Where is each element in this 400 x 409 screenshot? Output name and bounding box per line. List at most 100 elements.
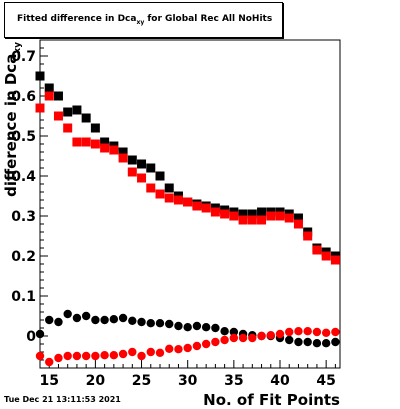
series-1-point <box>127 167 137 177</box>
series-3-point <box>128 347 137 357</box>
series-2-point <box>63 309 72 319</box>
series-3-point <box>312 327 322 337</box>
chart-title: Fitted difference in Dcaxy for Global Re… <box>17 14 272 26</box>
y-tick-label: 0.4 <box>11 169 36 185</box>
series-1-point <box>53 111 63 121</box>
series-1-point <box>238 215 248 225</box>
series-3-point <box>331 327 340 337</box>
series-1-point <box>35 103 45 113</box>
chart-title-main: Fitted difference in Dca <box>17 14 137 24</box>
series-2-point <box>35 329 45 339</box>
series-2-point <box>45 315 54 325</box>
timestamp-label: Tue Dec 21 13:11:53 2021 <box>4 395 121 404</box>
series-0-point <box>35 71 45 81</box>
series-1-point <box>137 173 147 183</box>
series-2-point <box>118 313 128 323</box>
series-1-point <box>44 91 54 101</box>
series-2-point <box>211 323 220 333</box>
series-0-point <box>238 209 248 219</box>
series-1-point <box>293 219 303 229</box>
series-0-point <box>155 171 165 181</box>
series-2-point <box>294 337 303 347</box>
series-1-point <box>266 211 276 221</box>
series-2-point <box>229 327 239 337</box>
series-1-point <box>183 197 193 207</box>
series-1-point <box>275 211 285 221</box>
series-1-point <box>81 137 91 147</box>
series-0-point <box>247 209 257 219</box>
series-3-point <box>303 327 312 336</box>
series-1-point <box>164 193 174 203</box>
series-2-point <box>72 313 82 323</box>
series-3-point <box>155 348 165 357</box>
series-3-point <box>137 351 146 361</box>
x-tick-label: 25 <box>132 373 151 389</box>
x-tick-label: 45 <box>316 373 335 389</box>
series-1-point <box>146 183 156 193</box>
series-2-point <box>128 316 137 325</box>
series-2-point <box>109 315 119 324</box>
y-tick-label: 0.7 <box>11 49 36 65</box>
series-2-point <box>303 337 312 347</box>
series-0-point <box>257 207 267 217</box>
series-2-point <box>312 339 322 348</box>
series-1-point <box>201 203 211 213</box>
series-1-point <box>229 211 239 221</box>
series-0-point <box>118 147 128 157</box>
x-tick-label: 40 <box>270 373 290 389</box>
y-tick-label: 0.5 <box>11 129 36 145</box>
series-3-point <box>45 357 54 367</box>
series-0-point <box>81 113 91 123</box>
x-axis-title: No. of Fit Points <box>203 391 340 409</box>
series-3-point <box>146 347 155 357</box>
series-1-point <box>257 215 267 225</box>
series-2-point <box>321 339 331 348</box>
x-tick-label: 30 <box>178 373 198 389</box>
series-3-point <box>229 333 239 343</box>
series-1-point <box>63 123 73 133</box>
x-tick-label: 20 <box>86 373 106 389</box>
y-axis-title-subscript: xy <box>13 42 23 54</box>
series-0-point <box>293 213 303 223</box>
series-0-point <box>146 163 156 173</box>
series-3-point <box>321 328 331 337</box>
series-0-point <box>90 123 100 133</box>
series-1-point <box>72 137 82 147</box>
series-3-point <box>174 345 183 354</box>
x-tick-label: 15 <box>39 373 58 389</box>
series-3-point <box>211 337 220 347</box>
y-tick-label: 0.2 <box>11 249 36 265</box>
series-3-point <box>248 333 257 343</box>
series-0-point <box>72 105 82 115</box>
series-1-point <box>303 231 313 241</box>
series-2-point <box>155 319 165 328</box>
series-1-point <box>155 189 165 199</box>
series-3-point <box>294 327 303 336</box>
series-0-point <box>137 159 147 169</box>
x-tick-label: 35 <box>224 373 243 389</box>
series-3-point <box>118 349 128 359</box>
series-1-point <box>118 153 128 163</box>
series-3-point <box>201 339 211 349</box>
series-2-point <box>174 321 183 331</box>
series-3-point <box>81 351 91 361</box>
series-1-point <box>312 245 322 255</box>
series-1-point <box>173 195 183 205</box>
series-1-point <box>330 255 340 265</box>
series-3-point <box>100 351 109 360</box>
series-1-point <box>220 209 230 219</box>
chart-title-subscript: xy <box>136 18 145 26</box>
series-0-point <box>164 183 174 193</box>
chart-title-rest: for Global Rec All NoHits <box>144 14 273 24</box>
series-3-point <box>238 333 248 343</box>
series-3-point <box>192 341 202 351</box>
series-2-point <box>54 317 63 327</box>
series-2-point <box>285 335 294 345</box>
series-1-point <box>284 213 294 223</box>
series-1-point <box>210 207 220 217</box>
series-3-point <box>220 335 229 345</box>
series-2-point <box>201 323 211 332</box>
series-3-point <box>54 353 63 363</box>
series-0-point <box>63 107 73 117</box>
